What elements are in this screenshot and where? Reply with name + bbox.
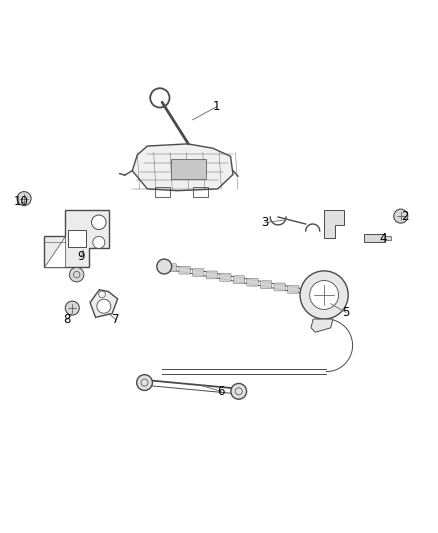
FancyBboxPatch shape bbox=[260, 281, 272, 288]
Polygon shape bbox=[90, 290, 118, 317]
Text: 8: 8 bbox=[63, 313, 70, 326]
FancyBboxPatch shape bbox=[193, 269, 204, 277]
FancyBboxPatch shape bbox=[206, 271, 217, 279]
FancyBboxPatch shape bbox=[287, 286, 299, 293]
Polygon shape bbox=[132, 144, 233, 191]
FancyBboxPatch shape bbox=[385, 236, 391, 240]
FancyBboxPatch shape bbox=[247, 278, 258, 286]
Text: 9: 9 bbox=[77, 251, 85, 263]
FancyBboxPatch shape bbox=[219, 273, 231, 281]
Circle shape bbox=[93, 236, 105, 248]
Circle shape bbox=[137, 375, 152, 391]
Circle shape bbox=[99, 291, 105, 297]
Text: 2: 2 bbox=[401, 209, 409, 223]
Circle shape bbox=[231, 383, 247, 399]
Circle shape bbox=[69, 268, 84, 282]
Text: 5: 5 bbox=[343, 306, 350, 319]
FancyBboxPatch shape bbox=[166, 264, 177, 272]
FancyBboxPatch shape bbox=[233, 276, 244, 284]
Polygon shape bbox=[311, 319, 333, 332]
Text: 3: 3 bbox=[261, 216, 268, 229]
FancyBboxPatch shape bbox=[274, 283, 285, 291]
Circle shape bbox=[394, 209, 408, 223]
FancyBboxPatch shape bbox=[179, 266, 190, 274]
Circle shape bbox=[92, 215, 106, 230]
Circle shape bbox=[17, 191, 31, 206]
FancyBboxPatch shape bbox=[364, 234, 385, 242]
Circle shape bbox=[65, 301, 79, 315]
Circle shape bbox=[97, 300, 111, 313]
Text: 1: 1 bbox=[213, 100, 221, 113]
Polygon shape bbox=[44, 210, 109, 266]
Text: 7: 7 bbox=[112, 313, 120, 326]
Polygon shape bbox=[324, 209, 344, 238]
Circle shape bbox=[157, 259, 172, 274]
FancyBboxPatch shape bbox=[68, 230, 85, 247]
Circle shape bbox=[300, 271, 348, 319]
Polygon shape bbox=[44, 236, 64, 266]
Text: 4: 4 bbox=[379, 231, 387, 245]
Text: 10: 10 bbox=[14, 195, 28, 208]
FancyBboxPatch shape bbox=[171, 159, 206, 179]
Circle shape bbox=[310, 280, 339, 310]
Text: 6: 6 bbox=[217, 385, 225, 398]
